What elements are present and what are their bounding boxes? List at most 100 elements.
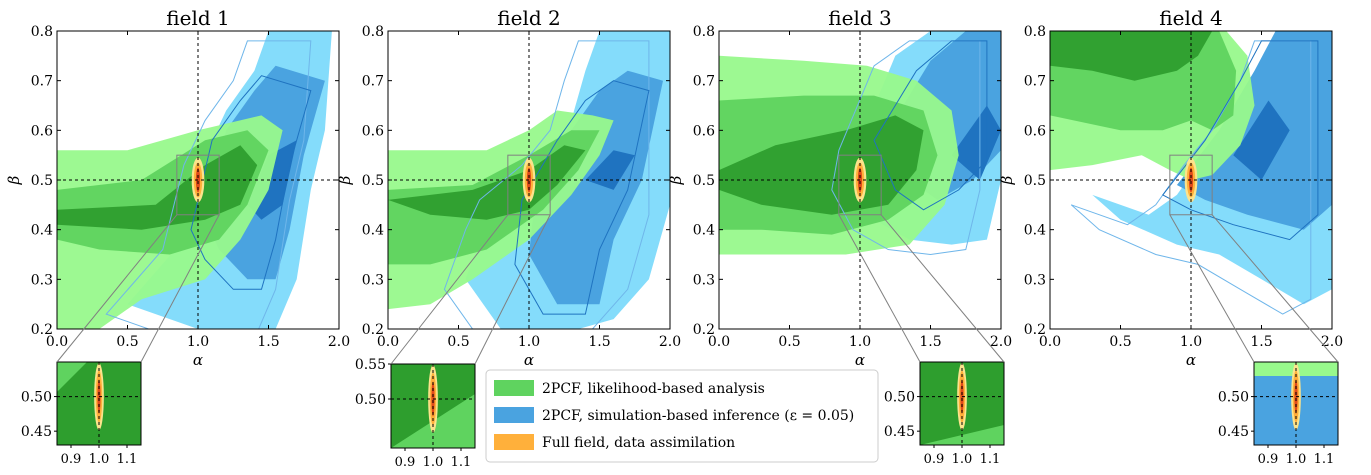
panel-2: 0.0 0.5 1.0 1.5 2.0 0.2 0.3 0.4 0.5 0.6 0.7 0.8 fiel… — [336, 6, 681, 470]
y-tick-label: 0.3 — [693, 272, 715, 288]
y-tick-label: 0.5 — [693, 173, 715, 189]
y-tick-label: 0.2 — [362, 322, 384, 338]
inset-x-tick-label: 1.0 — [89, 452, 110, 467]
likelihood-contour-3 — [719, 115, 924, 215]
y-axis-label: β — [998, 175, 1016, 185]
x-tick-label: 1.5 — [919, 334, 941, 350]
legend-label: 2PCF, simulation-based inference (ε = 0.… — [542, 408, 854, 424]
plot-area — [1050, 31, 1332, 329]
sbi-outline-1 — [443, 40, 650, 329]
zoom-connector — [838, 214, 921, 363]
panel-1: 0.0 0.5 1.0 1.5 2.0 0.2 0.3 0.4 0.5 0.6 0.7 0.8 fiel… — [5, 6, 350, 467]
sbi-contour-3 — [585, 150, 635, 190]
y-tick-label: 0.3 — [362, 272, 384, 288]
plot-area — [57, 31, 339, 329]
inset-y-tick-label: 0.50 — [1218, 390, 1249, 406]
inset-x-tick-label: 1.1 — [1314, 452, 1335, 467]
zoom-connector — [1211, 214, 1339, 363]
likelihood-contour-3 — [57, 145, 258, 230]
x-axis-label: α — [855, 351, 865, 369]
zoom-box — [1169, 154, 1213, 216]
sbi-contour-3 — [951, 105, 1001, 180]
panel-title: field 3 — [828, 6, 891, 30]
x-tick-label: 2.0 — [990, 334, 1012, 350]
y-tick-label: 0.4 — [31, 223, 53, 239]
inset-x-tick-label: 0.9 — [1258, 452, 1279, 467]
y-tick-label: 0.6 — [693, 123, 715, 139]
sbi-contour-2 — [529, 70, 663, 305]
zoom-box — [838, 154, 882, 216]
zoom-connector — [56, 214, 178, 363]
inset-x-tick-label: 0.9 — [61, 452, 82, 467]
y-tick-label: 0.6 — [31, 123, 53, 139]
y-tick-label: 0.8 — [362, 24, 384, 40]
x-tick-label: 0.0 — [1039, 334, 1061, 350]
legend: 2PCF, likelihood-based analysis 2PCF, sim… — [485, 369, 879, 463]
x-tick-label: 1.0 — [849, 334, 871, 350]
x-tick-label: 1.0 — [1180, 334, 1202, 350]
y-tick-label: 0.8 — [693, 24, 715, 40]
inset-y-tick-label: 0.45 — [884, 424, 915, 440]
sbi-outline-1 — [105, 40, 312, 329]
inset-y-tick-label: 0.55 — [355, 357, 386, 373]
y-tick-label: 0.5 — [1024, 173, 1046, 189]
inset-y-tick-label: 0.45 — [1218, 424, 1249, 440]
sbi-outline-2 — [1162, 40, 1319, 241]
legend-swatch — [494, 434, 534, 450]
inset-plot — [391, 364, 475, 448]
y-tick-label: 0.5 — [31, 173, 53, 189]
panel-title: field 2 — [497, 6, 560, 30]
y-tick-label: 0.2 — [693, 322, 715, 338]
zoom-box — [507, 154, 551, 216]
y-tick-label: 0.2 — [1024, 322, 1046, 338]
y-tick-label: 0.6 — [362, 123, 384, 139]
inset-x-tick-label: 1.1 — [451, 455, 472, 470]
inset-band — [57, 362, 87, 392]
y-axis-label: β — [336, 175, 354, 185]
inset-y-tick-label: 0.50 — [355, 392, 386, 408]
x-tick-label: 2.0 — [659, 334, 681, 350]
zoom-connector — [140, 214, 220, 363]
y-tick-label: 0.4 — [362, 223, 384, 239]
legend-label: Full field, data assimilation — [542, 435, 735, 451]
x-tick-label: 0.0 — [708, 334, 730, 350]
x-tick-label: 1.0 — [187, 334, 209, 350]
y-tick-label: 0.7 — [362, 74, 384, 90]
inset-x-tick-label: 1.1 — [117, 452, 138, 467]
inset-y-tick-label: 0.45 — [21, 424, 52, 440]
x-axis-label: α — [193, 351, 203, 369]
inset-x-tick-label: 1.0 — [952, 452, 973, 467]
legend-label: 2PCF, likelihood-based analysis — [542, 381, 765, 397]
y-tick-label: 0.5 — [362, 173, 384, 189]
likelihood-contour-3 — [388, 145, 586, 220]
panel-title: field 1 — [166, 6, 229, 30]
x-axis-label: α — [524, 351, 534, 369]
sbi-outline-1 — [1070, 40, 1312, 315]
inset-plot — [57, 362, 141, 445]
x-tick-label: 0.0 — [377, 334, 399, 350]
y-tick-label: 0.2 — [31, 322, 53, 338]
y-axis-label: β — [5, 175, 23, 185]
da-contour-3 — [195, 167, 201, 193]
y-tick-label: 0.8 — [1024, 24, 1046, 40]
x-tick-label: 2.0 — [1321, 334, 1343, 350]
inset-3: 0.45 0.50 0.9 1.0 1.1 — [884, 361, 1005, 467]
inset-plot — [920, 362, 1004, 445]
y-tick-label: 0.4 — [1024, 223, 1046, 239]
y-tick-label: 0.3 — [31, 272, 53, 288]
x-tick-label: 2.0 — [328, 334, 350, 350]
inset-plot — [1254, 362, 1338, 445]
y-tick-label: 0.3 — [1024, 272, 1046, 288]
sbi-outline-2 — [514, 80, 650, 315]
x-tick-label: 0.5 — [778, 334, 800, 350]
zoom-connector — [1169, 214, 1255, 363]
x-tick-label: 1.0 — [518, 334, 540, 350]
zoom-box — [176, 154, 220, 216]
panel-3: 0.0 0.5 1.0 1.5 2.0 0.2 0.3 0.4 0.5 0.6 0.7 0.8 fiel… — [667, 6, 1012, 467]
x-tick-label: 1.5 — [257, 334, 279, 350]
x-tick-label: 0.5 — [1109, 334, 1131, 350]
zoom-connector — [880, 214, 1005, 363]
plot-area — [719, 31, 1001, 329]
x-tick-label: 1.5 — [588, 334, 610, 350]
